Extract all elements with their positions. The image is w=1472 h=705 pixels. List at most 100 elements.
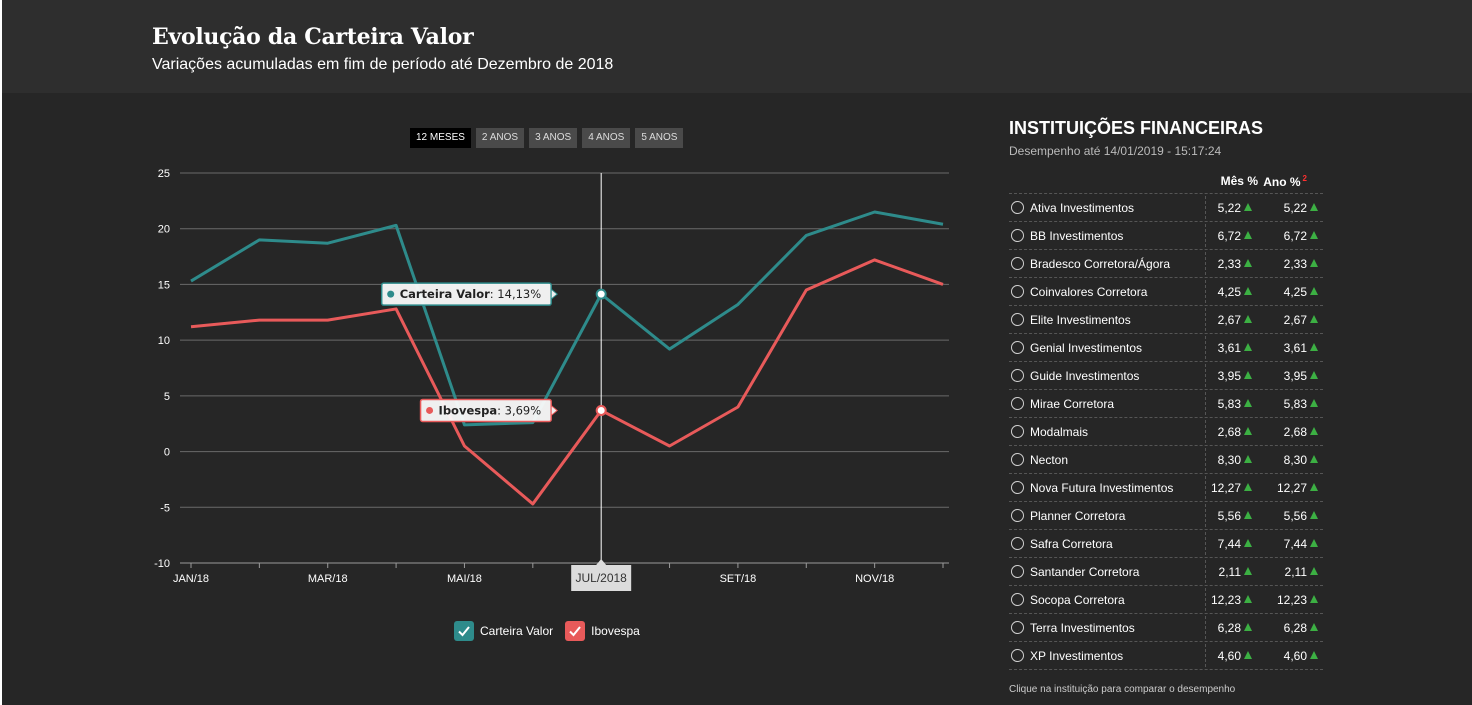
radio-icon[interactable] xyxy=(1011,621,1024,634)
radio-icon[interactable] xyxy=(1011,649,1024,662)
tooltip-text: Ibovespa: 3,69% xyxy=(439,403,542,417)
series-line-carteira xyxy=(190,210,944,427)
institution-row[interactable]: Ativa Investimentos 5,22 5,22 xyxy=(1009,194,1323,222)
radio-icon[interactable] xyxy=(1011,369,1024,382)
institution-row[interactable]: XP Investimentos 4,60 4,60 xyxy=(1009,642,1323,670)
up-arrow-icon xyxy=(1310,315,1318,323)
radio-icon[interactable] xyxy=(1011,201,1024,214)
y-tick-label: 25 xyxy=(158,168,170,180)
radio-icon[interactable] xyxy=(1011,229,1024,242)
year-value: 2,11 xyxy=(1284,565,1307,579)
institution-name: Nova Futura Investimentos xyxy=(1030,481,1174,495)
legend-item-ibovespa[interactable]: Ibovespa xyxy=(565,621,640,641)
institution-row[interactable]: Santander Corretora 2,11 2,11 xyxy=(1009,558,1323,586)
panel-title: INSTITUIÇÕES FINANCEIRAS xyxy=(1009,118,1264,138)
radio-icon[interactable] xyxy=(1011,453,1024,466)
year-value: 6,28 xyxy=(1283,621,1307,635)
tooltip-series-name: Carteira Valor xyxy=(400,287,490,301)
institution-row[interactable]: BB Investimentos 6,72 6,72 xyxy=(1009,222,1323,250)
radio-icon[interactable] xyxy=(1011,313,1024,326)
institution-row[interactable]: Mirae Corretora 5,83 5,83 xyxy=(1009,390,1323,418)
period-button-2-anos[interactable]: 2 ANOS xyxy=(475,128,525,148)
month-value: 5,22 xyxy=(1217,201,1241,215)
up-arrow-icon xyxy=(1244,539,1252,547)
institution-row[interactable]: Nova Futura Investimentos 12,27 12,27 xyxy=(1009,474,1323,502)
institution-row[interactable]: Guide Investimentos 3,95 3,95 xyxy=(1009,362,1323,390)
institution-row[interactable]: Socopa Corretora 12,23 12,23 xyxy=(1009,586,1323,614)
period-button-5-anos[interactable]: 5 ANOS xyxy=(635,128,684,148)
institution-name: Terra Investimentos xyxy=(1030,621,1135,635)
month-value: 6,28 xyxy=(1217,621,1241,635)
legend-item-carteira[interactable]: Carteira Valor xyxy=(454,621,553,641)
period-selector: 12 MESES 2 ANOS 3 ANOS 4 ANOS 5 ANOS xyxy=(410,128,684,148)
institution-row[interactable]: Safra Corretora 7,44 7,44 xyxy=(1009,530,1323,558)
year-value: 7,44 xyxy=(1283,537,1307,551)
radio-icon[interactable] xyxy=(1011,593,1024,606)
up-arrow-icon xyxy=(1244,651,1252,659)
radio-icon[interactable] xyxy=(1011,397,1024,410)
institution-name: Guide Investimentos xyxy=(1030,369,1140,383)
tooltip-series-dot xyxy=(387,290,395,298)
tooltip-text: Carteira Valor: 14,13% xyxy=(400,287,542,301)
institution-row[interactable]: Terra Investimentos 6,28 6,28 xyxy=(1009,614,1323,642)
x-tick-label: SET/18 xyxy=(720,573,757,585)
period-button-4-anos[interactable]: 4 ANOS xyxy=(582,128,631,148)
up-arrow-icon xyxy=(1244,399,1252,407)
up-arrow-icon xyxy=(1244,623,1252,631)
x-tick-label: MAI/18 xyxy=(447,573,482,585)
up-arrow-icon xyxy=(1310,371,1318,379)
institution-row[interactable]: Necton 8,30 8,30 xyxy=(1009,446,1323,474)
institution-row[interactable]: Bradesco Corretora/Ágora 2,33 2,33 xyxy=(1009,250,1323,278)
tooltip: Ibovespa: 3,69% xyxy=(419,398,558,423)
column-divider xyxy=(1205,280,1206,303)
up-arrow-icon xyxy=(1310,231,1318,239)
month-value: 5,56 xyxy=(1217,509,1241,523)
radio-icon[interactable] xyxy=(1011,509,1024,522)
radio-icon[interactable] xyxy=(1011,537,1024,550)
up-arrow-icon xyxy=(1244,371,1252,379)
panel-footnote: Clique na instituição para comparar o de… xyxy=(1009,684,1236,695)
x-hover-label-pointer xyxy=(596,559,607,565)
institution-row[interactable]: Modalmais 2,68 2,68 xyxy=(1009,418,1323,446)
year-value: 2,67 xyxy=(1283,313,1307,327)
period-button-3-anos[interactable]: 3 ANOS xyxy=(529,128,578,148)
year-value: 5,56 xyxy=(1283,509,1307,523)
column-divider xyxy=(1205,560,1206,583)
column-divider xyxy=(1205,336,1206,359)
period-button-12-meses[interactable]: 12 MESES xyxy=(410,128,471,148)
up-arrow-icon xyxy=(1310,343,1318,351)
year-value: 2,68 xyxy=(1283,425,1307,439)
up-arrow-icon xyxy=(1310,483,1318,491)
page-title: Evolução da Carteira Valor xyxy=(152,24,474,50)
month-value: 4,60 xyxy=(1217,649,1241,663)
institution-name: Mirae Corretora xyxy=(1030,397,1115,411)
radio-icon[interactable] xyxy=(1011,341,1024,354)
column-divider xyxy=(1205,196,1206,219)
y-tick-label: 15 xyxy=(158,279,170,291)
x-hover-label-text: JUL/2018 xyxy=(575,571,627,585)
radio-icon[interactable] xyxy=(1011,565,1024,578)
institution-row[interactable]: Planner Corretora 5,56 5,56 xyxy=(1009,502,1323,530)
radio-icon[interactable] xyxy=(1011,285,1024,298)
institution-name: Bradesco Corretora/Ágora xyxy=(1030,257,1171,271)
tooltip-value: : 3,69% xyxy=(497,403,541,417)
institution-row[interactable]: Genial Investimentos 3,61 3,61 xyxy=(1009,334,1323,362)
month-value: 3,95 xyxy=(1217,369,1241,383)
radio-icon[interactable] xyxy=(1011,481,1024,494)
column-divider xyxy=(1205,616,1206,639)
column-divider xyxy=(1205,588,1206,611)
year-value: 8,30 xyxy=(1283,453,1307,467)
institution-row[interactable]: Elite Investimentos 2,67 2,67 xyxy=(1009,306,1323,334)
month-value: 3,61 xyxy=(1217,341,1241,355)
institution-name: Socopa Corretora xyxy=(1030,593,1125,607)
year-value: 2,33 xyxy=(1283,257,1307,271)
year-value: 4,60 xyxy=(1283,649,1307,663)
institution-row[interactable]: Coinvalores Corretora 4,25 4,25 xyxy=(1009,278,1323,306)
month-value: 2,11 xyxy=(1218,565,1241,579)
radio-icon[interactable] xyxy=(1011,425,1024,438)
radio-icon[interactable] xyxy=(1011,257,1024,270)
institution-name: Planner Corretora xyxy=(1030,509,1126,523)
tooltip-pointer xyxy=(550,288,558,301)
header: Evolução da Carteira Valor Variações acu… xyxy=(2,0,1472,93)
up-arrow-icon xyxy=(1244,567,1252,575)
